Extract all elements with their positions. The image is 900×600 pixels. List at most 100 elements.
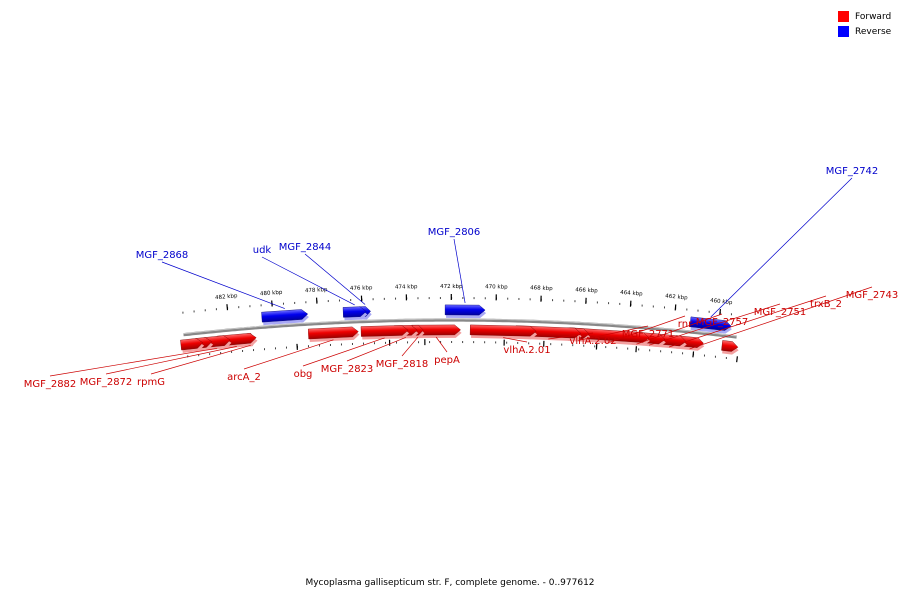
gene-partial-right[interactable] bbox=[721, 340, 739, 355]
minor-tick bbox=[383, 297, 385, 300]
gene-label[interactable]: vlhA.2.02 bbox=[569, 336, 616, 347]
minor-tick bbox=[714, 355, 716, 358]
minor-tick bbox=[429, 341, 431, 344]
major-tick: 470 kbp bbox=[485, 284, 508, 301]
gene-arcA_2[interactable] bbox=[307, 326, 360, 342]
minor-tick bbox=[652, 305, 654, 308]
minor-tick bbox=[619, 302, 621, 305]
minor-tick bbox=[703, 354, 705, 357]
gene-label[interactable]: obg bbox=[294, 369, 313, 380]
major-tick: 476 kbp bbox=[350, 285, 373, 302]
minor-tick bbox=[572, 344, 574, 347]
minor-tick bbox=[204, 309, 206, 312]
gene-label[interactable]: udk bbox=[253, 245, 272, 256]
minor-tick bbox=[583, 344, 585, 347]
gene-label[interactable]: vlhA.2.01 bbox=[503, 345, 550, 356]
tick-label: 462 kbp bbox=[665, 293, 688, 301]
inner-tick bbox=[388, 339, 391, 346]
minor-tick bbox=[274, 347, 276, 350]
tick-label: 470 kbp bbox=[485, 284, 508, 290]
reverse-swatch bbox=[838, 26, 849, 37]
gene-arrow bbox=[261, 309, 309, 323]
inner-tick bbox=[543, 340, 545, 347]
minor-tick bbox=[253, 349, 255, 352]
legend-forward-label: Forward bbox=[855, 11, 892, 22]
gene-label[interactable]: MGF_2742 bbox=[826, 166, 879, 177]
forward-swatch bbox=[838, 11, 849, 22]
gene-label[interactable]: MGF_2868 bbox=[136, 250, 189, 261]
gene-leader-line bbox=[609, 315, 686, 343]
gene-udk[interactable] bbox=[342, 306, 368, 321]
minor-tick bbox=[561, 343, 563, 346]
gene-label[interactable]: arcA_2 bbox=[227, 372, 261, 383]
minor-tick bbox=[507, 297, 509, 300]
minor-tick bbox=[329, 343, 331, 346]
minor-tick bbox=[220, 351, 222, 354]
gene-label[interactable]: MGF_2844 bbox=[279, 242, 332, 253]
gene-MGF_2806[interactable] bbox=[444, 304, 487, 319]
gene-label[interactable]: MGF_2882 bbox=[24, 379, 77, 390]
minor-tick bbox=[638, 348, 640, 351]
inner-tick bbox=[736, 356, 738, 363]
gene-leader-line bbox=[105, 346, 237, 375]
gene-vlhA.2.01[interactable] bbox=[469, 324, 538, 340]
gene-label[interactable]: MGF_2757 bbox=[696, 317, 749, 328]
minor-tick bbox=[552, 299, 554, 302]
gene-leader-line bbox=[150, 344, 251, 375]
minor-tick bbox=[338, 299, 340, 302]
minor-tick bbox=[372, 298, 374, 301]
inner-tick bbox=[692, 351, 695, 358]
gene-label[interactable]: MGF_2743 bbox=[846, 290, 899, 301]
minor-tick bbox=[708, 310, 710, 313]
gene-label[interactable]: MGF_2751 bbox=[754, 307, 807, 318]
tick-label: 464 kbp bbox=[620, 290, 643, 298]
tick-label: 476 kbp bbox=[350, 285, 373, 292]
gene-label[interactable]: rnr bbox=[678, 319, 693, 330]
inner-tick bbox=[635, 346, 638, 353]
gene-label[interactable]: MGF_2823 bbox=[321, 364, 374, 375]
gene-label[interactable]: trxB_2 bbox=[810, 299, 842, 310]
legend: Forward Reverse bbox=[838, 9, 900, 39]
minor-tick bbox=[187, 355, 189, 358]
minor-tick bbox=[484, 341, 486, 344]
minor-tick bbox=[451, 341, 453, 344]
major-tick: 460 kbp bbox=[710, 298, 733, 316]
minor-tick bbox=[462, 297, 464, 300]
minor-tick bbox=[249, 305, 251, 308]
gene-label[interactable]: MGF_2806 bbox=[428, 227, 481, 238]
gene-leader-line bbox=[668, 295, 827, 348]
gene-arrow bbox=[342, 306, 367, 318]
gene-arrow bbox=[469, 324, 537, 337]
inner-tick bbox=[296, 343, 298, 350]
gene-label[interactable]: pepA bbox=[434, 355, 460, 366]
inner-tick bbox=[503, 339, 505, 346]
gene-label[interactable]: MGF_2872 bbox=[80, 377, 133, 388]
minor-tick bbox=[594, 345, 596, 348]
minor-tick bbox=[616, 346, 618, 349]
tick-label: 478 kbp bbox=[305, 287, 328, 294]
gene-MGF_2868[interactable] bbox=[261, 309, 310, 326]
minor-tick bbox=[215, 308, 217, 311]
gene-label[interactable]: MGF_2818 bbox=[376, 359, 429, 370]
gene-leader-line bbox=[346, 337, 406, 362]
minor-tick bbox=[340, 343, 342, 346]
gene-leader-line bbox=[435, 336, 448, 353]
minor-tick bbox=[697, 309, 699, 312]
tick-label: 460 kbp bbox=[710, 298, 733, 306]
gene-partial-left-2[interactable] bbox=[180, 338, 205, 353]
minor-tick bbox=[506, 341, 508, 344]
minor-tick bbox=[350, 299, 352, 302]
minor-tick bbox=[518, 297, 520, 300]
gene-arrow bbox=[721, 340, 739, 352]
minor-tick bbox=[318, 344, 320, 347]
minor-tick bbox=[182, 311, 184, 314]
gene-label[interactable]: MGF_2771 bbox=[622, 329, 675, 340]
gene-label[interactable]: rpmG bbox=[137, 377, 165, 388]
minor-tick bbox=[242, 349, 244, 352]
minor-tick bbox=[725, 356, 727, 359]
minor-tick bbox=[362, 342, 364, 345]
gene-arrow bbox=[444, 304, 486, 316]
minor-tick bbox=[428, 297, 430, 300]
gene-obg[interactable] bbox=[360, 325, 410, 340]
